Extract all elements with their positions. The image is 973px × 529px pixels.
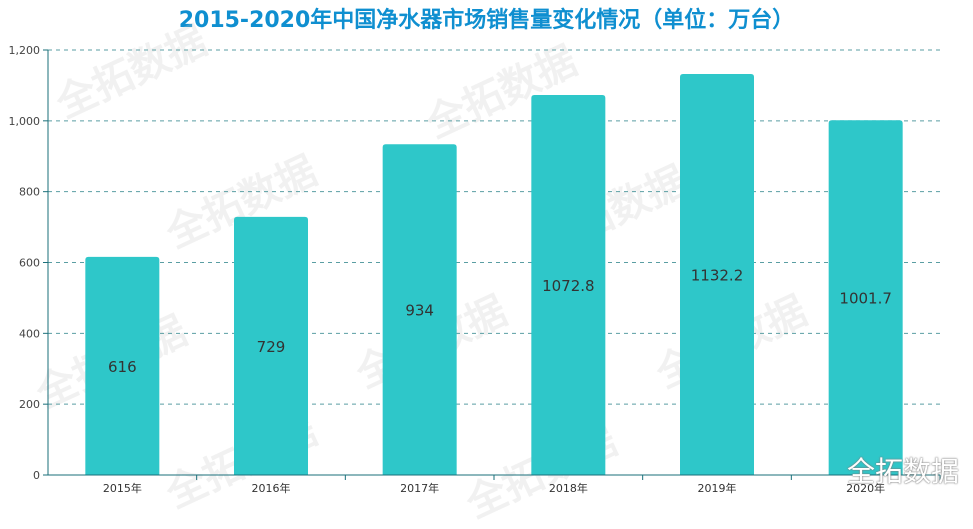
- y-tick-label: 800: [19, 186, 40, 199]
- data-label: 1072.8: [542, 277, 595, 295]
- bar: [680, 74, 754, 475]
- x-tick-label: 2018年: [549, 481, 588, 495]
- y-tick-label: 0: [33, 469, 40, 482]
- logo: 全拓数据: [846, 455, 959, 488]
- bar: [234, 216, 308, 475]
- x-tick-label: 2016年: [252, 481, 291, 495]
- data-label: 729: [257, 338, 286, 356]
- data-label: 1001.7: [839, 290, 892, 308]
- y-tick-label: 1,200: [9, 44, 41, 57]
- y-tick-label: 200: [19, 398, 40, 411]
- y-tick-label: 400: [19, 327, 40, 340]
- y-tick-label: 600: [19, 257, 40, 270]
- x-tick-label: 2019年: [698, 481, 737, 495]
- x-tick-label: 2015年: [103, 481, 142, 495]
- y-tick-label: 1,000: [9, 115, 41, 128]
- bar: [382, 144, 457, 476]
- data-label: 934: [405, 302, 434, 320]
- bar: [85, 256, 160, 475]
- bar: [531, 95, 606, 476]
- bar-chart: 0 200 400 600 800 1,000 1,200 616 2015年 729 2016年 9…: [9, 44, 941, 495]
- chart-title: 2015-2020年中国净水器市场销售量变化情况（单位：万台）: [178, 8, 795, 33]
- x-tick-label: 2020年: [846, 481, 885, 495]
- bar: [828, 120, 903, 475]
- data-label: 616: [108, 358, 137, 376]
- x-tick-label: 2017年: [400, 481, 439, 495]
- data-label: 1132.2: [691, 267, 744, 285]
